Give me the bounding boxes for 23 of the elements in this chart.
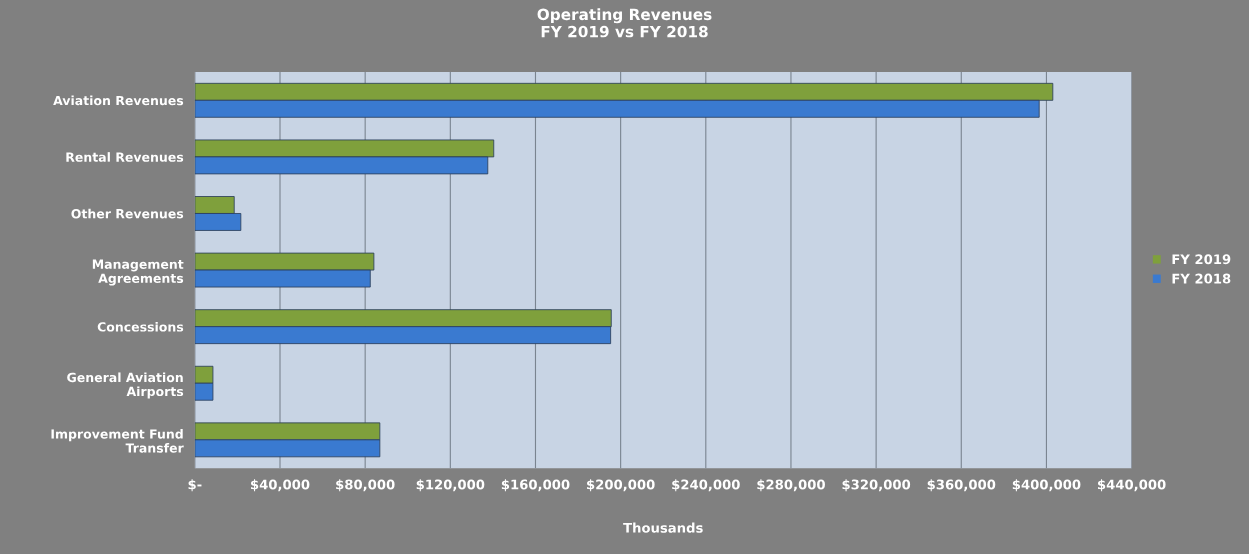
y-tick-label: Improvement Fund Transfer — [51, 429, 184, 453]
legend-label: FY 2018 — [1172, 273, 1231, 284]
x-axis-title: Thousands — [623, 522, 703, 533]
x-tick-label: $40,000 — [250, 479, 310, 492]
x-tick-label: $240,000 — [672, 479, 740, 492]
x-tick-label: $400,000 — [1012, 479, 1081, 492]
x-tick-label: $360,000 — [927, 479, 996, 492]
x-tick-label: $80,000 — [336, 479, 395, 492]
x-tick-label: $280,000 — [757, 479, 825, 492]
chart-title: Operating Revenues FY 2019 vs FY 2018 — [537, 8, 712, 38]
y-tick-label: Concessions — [97, 321, 184, 332]
x-tick-label: $120,000 — [416, 479, 485, 492]
y-tick-label: Management Agreements — [92, 259, 184, 286]
x-tick-label: $160,000 — [501, 479, 570, 492]
x-tick-label: $- — [188, 479, 202, 492]
x-tick-label: $200,000 — [587, 479, 655, 492]
x-tick-label: $440,000 — [1097, 479, 1166, 492]
y-tick-label: General Aviation Airports — [67, 372, 184, 399]
y-tick-label: Other Revenues — [71, 208, 184, 219]
y-tick-label: Rental Revenues — [66, 152, 184, 162]
y-tick-label: Aviation Revenues — [53, 95, 184, 106]
legend-label: FY 2019 — [1172, 254, 1231, 265]
x-tick-label: $320,000 — [842, 479, 911, 492]
